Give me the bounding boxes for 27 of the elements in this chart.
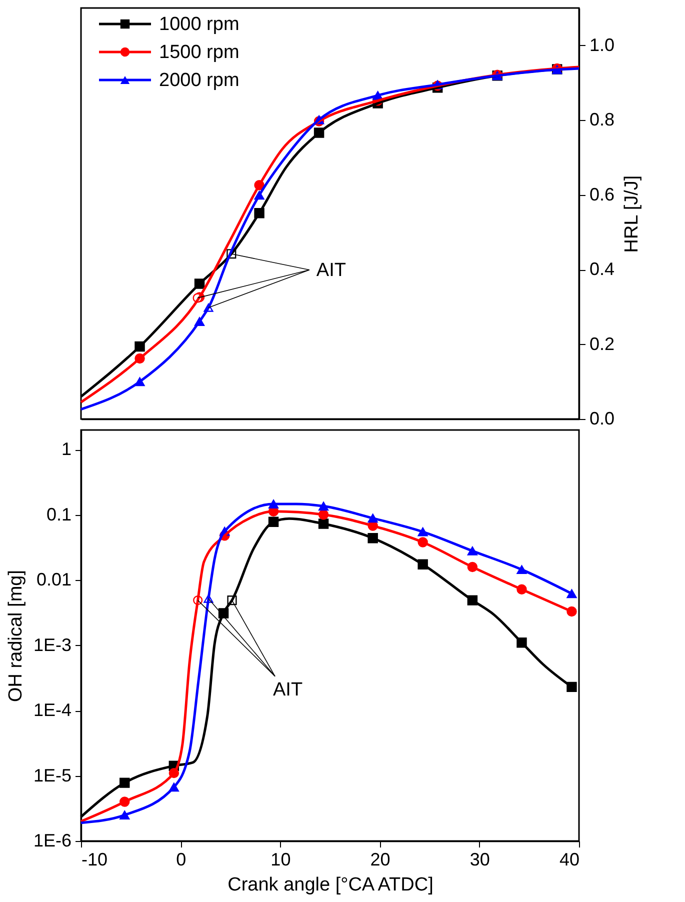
legend-label: 2000 rpm — [159, 70, 240, 91]
annotation: AIT — [316, 260, 346, 281]
y-tick-label: 0.6 — [590, 184, 615, 204]
y-tick-label: 0.01 — [36, 570, 72, 590]
y-tick-label: 0.1 — [46, 504, 72, 524]
x-tick-label: 10 — [270, 850, 291, 870]
y-axis-title: OH radical [mg] — [5, 570, 26, 702]
y-tick-label: 1E-5 — [33, 765, 72, 786]
annotation: AIT — [272, 679, 303, 700]
x-tick-label: 0 — [176, 850, 186, 870]
y-tick-label: 0.4 — [590, 259, 615, 280]
y-tick-label: 0.2 — [590, 334, 615, 354]
legend-label: 1500 rpm — [159, 42, 240, 63]
y-tick-label: 1E-4 — [33, 700, 72, 720]
legend-label: 1000 rpm — [159, 14, 240, 35]
x-tick-label: 40 — [559, 850, 580, 870]
y-tick-label: 1E-6 — [33, 830, 72, 850]
y-tick-label: 1.0 — [590, 34, 615, 55]
x-axis-title: Crank angle [°CA ATDC] — [228, 874, 434, 896]
x-tick-label: -10 — [82, 850, 108, 870]
x-tick-label: 20 — [370, 850, 390, 870]
y-axis-title: HRL [J/J] — [622, 175, 643, 253]
y-tick-label: 1 — [61, 439, 72, 460]
y-tick-label: 1E-3 — [33, 634, 72, 655]
y-tick-label: 0.8 — [590, 110, 615, 130]
y-tick-label: 0.0 — [590, 408, 615, 428]
x-tick-label: 30 — [470, 850, 490, 870]
